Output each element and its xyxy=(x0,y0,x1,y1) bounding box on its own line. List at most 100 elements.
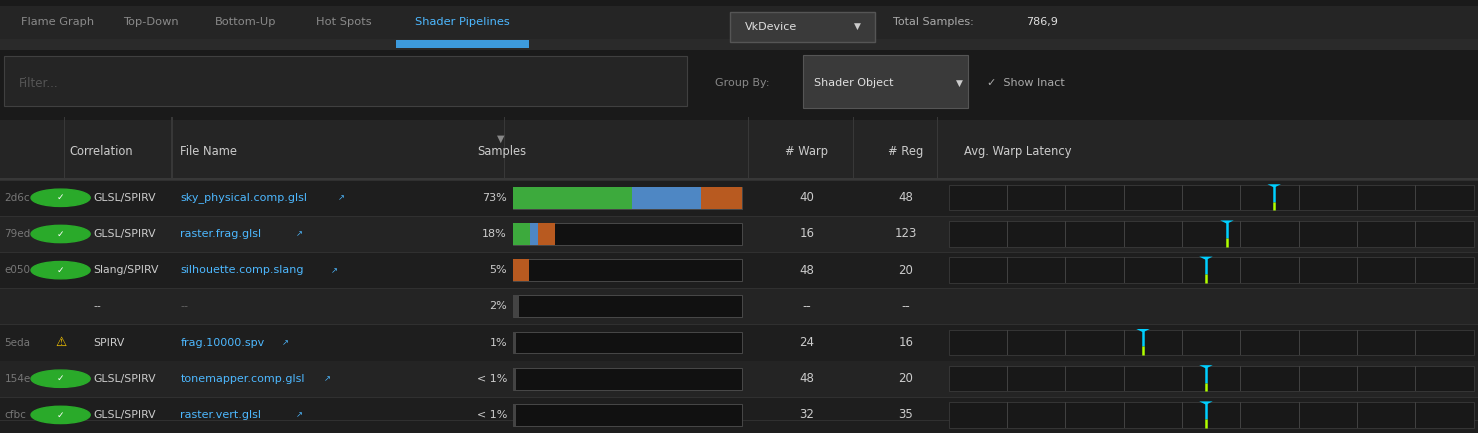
Text: 16: 16 xyxy=(899,336,913,349)
Polygon shape xyxy=(1199,257,1213,260)
Bar xyxy=(531,223,538,245)
Circle shape xyxy=(31,406,90,423)
Text: 20: 20 xyxy=(899,372,913,385)
Bar xyxy=(0,397,1478,433)
Bar xyxy=(0,50,1478,117)
Text: frag.10000.spv: frag.10000.spv xyxy=(180,338,265,348)
Text: sky_physical.comp.glsl: sky_physical.comp.glsl xyxy=(180,192,307,203)
Text: ✓  Show Inact: ✓ Show Inact xyxy=(987,78,1066,88)
Text: 1%: 1% xyxy=(489,338,507,348)
Text: ✓: ✓ xyxy=(56,266,65,275)
Text: ↗: ↗ xyxy=(296,229,303,239)
Circle shape xyxy=(31,189,90,207)
Text: --: -- xyxy=(93,301,101,311)
Text: GLSL/SPIRV: GLSL/SPIRV xyxy=(93,229,155,239)
Text: ▼: ▼ xyxy=(497,133,505,143)
Bar xyxy=(0,361,1478,362)
Bar xyxy=(0,216,1478,252)
Bar xyxy=(396,40,529,48)
Text: ✓: ✓ xyxy=(56,193,65,202)
Text: Total Samples:: Total Samples: xyxy=(893,17,974,27)
Text: 5%: 5% xyxy=(489,265,507,275)
Text: File Name: File Name xyxy=(180,145,238,158)
Text: 18%: 18% xyxy=(482,229,507,239)
Text: Bottom-Up: Bottom-Up xyxy=(214,17,276,27)
Text: 48: 48 xyxy=(800,372,814,385)
Bar xyxy=(949,330,1474,355)
Bar xyxy=(513,295,742,317)
Polygon shape xyxy=(1221,220,1234,224)
Bar xyxy=(513,404,516,426)
Text: cfbc: cfbc xyxy=(4,410,27,420)
Bar xyxy=(513,223,531,245)
Bar xyxy=(513,368,742,390)
Text: 48: 48 xyxy=(800,264,814,277)
Text: --: -- xyxy=(803,300,811,313)
Polygon shape xyxy=(1137,329,1150,332)
Bar xyxy=(513,295,519,317)
Bar xyxy=(538,223,556,245)
Bar xyxy=(730,12,875,42)
Text: raster.vert.glsl: raster.vert.glsl xyxy=(180,410,262,420)
Text: Hot Spots: Hot Spots xyxy=(316,17,371,27)
Bar xyxy=(0,288,1478,289)
Text: ▼: ▼ xyxy=(854,23,860,31)
Text: < 1%: < 1% xyxy=(476,410,507,420)
Text: Avg. Warp Latency: Avg. Warp Latency xyxy=(964,145,1072,158)
Text: 32: 32 xyxy=(800,408,814,421)
Text: ↗: ↗ xyxy=(282,338,290,347)
Text: Top-Down: Top-Down xyxy=(123,17,179,27)
Text: 16: 16 xyxy=(800,227,814,240)
Text: 20: 20 xyxy=(899,264,913,277)
Text: 2%: 2% xyxy=(489,301,507,311)
Bar xyxy=(513,223,742,245)
Bar xyxy=(949,258,1474,283)
Bar xyxy=(0,420,1478,433)
Bar xyxy=(0,180,1478,181)
Text: ✓: ✓ xyxy=(56,410,65,420)
Text: silhouette.comp.slang: silhouette.comp.slang xyxy=(180,265,304,275)
Bar xyxy=(0,216,1478,217)
Bar xyxy=(0,420,1478,421)
Text: ✓: ✓ xyxy=(56,229,65,239)
Text: 40: 40 xyxy=(800,191,814,204)
Bar xyxy=(803,55,968,108)
Bar xyxy=(633,187,701,209)
Polygon shape xyxy=(1268,184,1281,187)
Text: --: -- xyxy=(180,301,188,311)
Circle shape xyxy=(31,225,90,242)
Bar xyxy=(0,117,1478,180)
Bar xyxy=(949,221,1474,247)
Bar xyxy=(0,117,1478,120)
Circle shape xyxy=(31,262,90,279)
Bar xyxy=(513,259,742,281)
Text: ↗: ↗ xyxy=(331,266,337,275)
Bar xyxy=(949,402,1474,427)
Text: Shader Pipelines: Shader Pipelines xyxy=(415,17,510,27)
Text: Flame Graph: Flame Graph xyxy=(21,17,95,27)
Polygon shape xyxy=(1199,401,1213,405)
Text: Correlation: Correlation xyxy=(69,145,133,158)
Text: 35: 35 xyxy=(899,408,913,421)
Text: 154e: 154e xyxy=(4,374,31,384)
Text: ↗: ↗ xyxy=(337,193,344,202)
Bar xyxy=(0,361,1478,397)
Text: Group By:: Group By: xyxy=(715,78,770,88)
Bar xyxy=(513,368,516,390)
Bar xyxy=(513,332,516,353)
Text: < 1%: < 1% xyxy=(476,374,507,384)
Bar xyxy=(513,404,742,426)
Bar xyxy=(0,324,1478,361)
Text: VkDevice: VkDevice xyxy=(745,22,797,32)
Text: 123: 123 xyxy=(894,227,918,240)
Text: SPIRV: SPIRV xyxy=(93,338,124,348)
Bar xyxy=(0,39,1478,50)
Bar xyxy=(513,187,742,209)
Text: # Reg: # Reg xyxy=(888,145,924,158)
Bar xyxy=(0,288,1478,324)
Bar xyxy=(513,332,742,353)
Bar xyxy=(4,56,687,106)
Text: # Warp: # Warp xyxy=(785,145,829,158)
Bar xyxy=(949,185,1474,210)
Text: ✓: ✓ xyxy=(56,374,65,383)
